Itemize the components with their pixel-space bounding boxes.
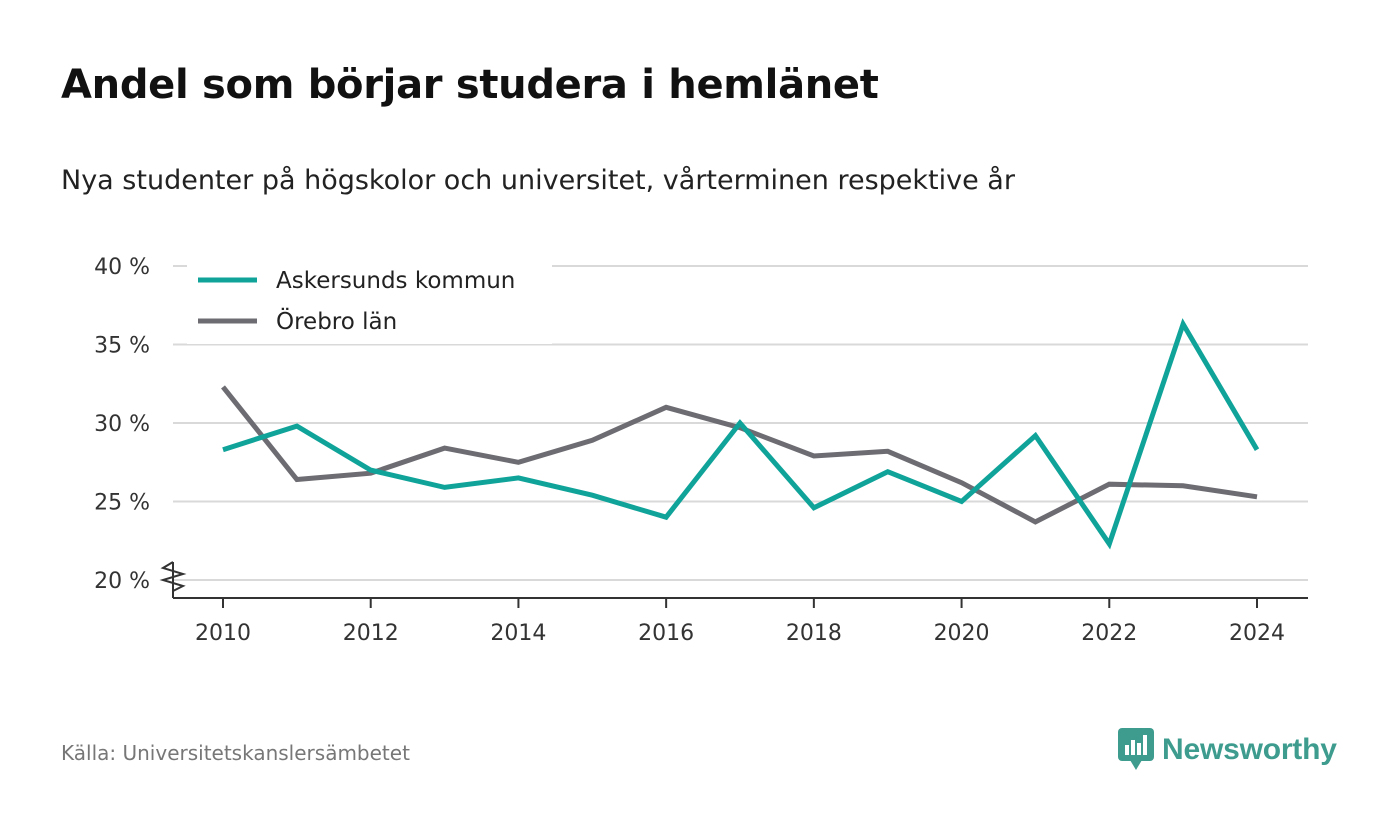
series-lines	[221, 318, 1260, 550]
newsworthy-logo-icon	[1118, 728, 1154, 770]
legend-label: Örebro län	[276, 307, 397, 335]
x-tick-label: 2020	[934, 621, 990, 646]
brand-logo: Newsworthy	[1118, 728, 1337, 772]
source-note: Källa: Universitetskanslersämbetet	[61, 741, 410, 765]
y-tick-labels: 20 % 25 % 30 % 35 % 40 %	[94, 255, 150, 594]
y-tick-label: 30 %	[94, 412, 150, 437]
x-tick-labels: 2010 2012 2014 2016 2018 2020 2022 2024	[195, 598, 1285, 646]
x-tick-label: 2014	[490, 621, 546, 646]
x-tick-label: 2022	[1081, 621, 1137, 646]
x-tick-label: 2016	[638, 621, 694, 646]
x-tick-label: 2024	[1229, 621, 1285, 646]
x-tick-label: 2018	[786, 621, 842, 646]
axis-break-zigzag	[159, 561, 187, 592]
chart-title: Andel som börjar studera i hemlänet	[61, 62, 879, 108]
series-line-orebro-lan	[221, 385, 1258, 525]
y-tick-label: 20 %	[94, 569, 150, 594]
axes	[159, 561, 1308, 599]
legend-background	[187, 262, 552, 344]
series-line-askersunds-kommun	[222, 318, 1260, 550]
legend: Askersunds kommun Örebro län	[187, 262, 552, 344]
x-tick-label: 2010	[195, 621, 251, 646]
brand-name: Newsworthy	[1162, 733, 1337, 766]
x-tick-label: 2012	[343, 621, 399, 646]
chart-subtitle: Nya studenter på högskolor och universit…	[61, 165, 1015, 196]
y-tick-label: 25 %	[94, 491, 150, 516]
y-tick-label: 35 %	[94, 334, 150, 359]
legend-label: Askersunds kommun	[276, 268, 515, 294]
y-tick-label: 40 %	[94, 255, 150, 280]
